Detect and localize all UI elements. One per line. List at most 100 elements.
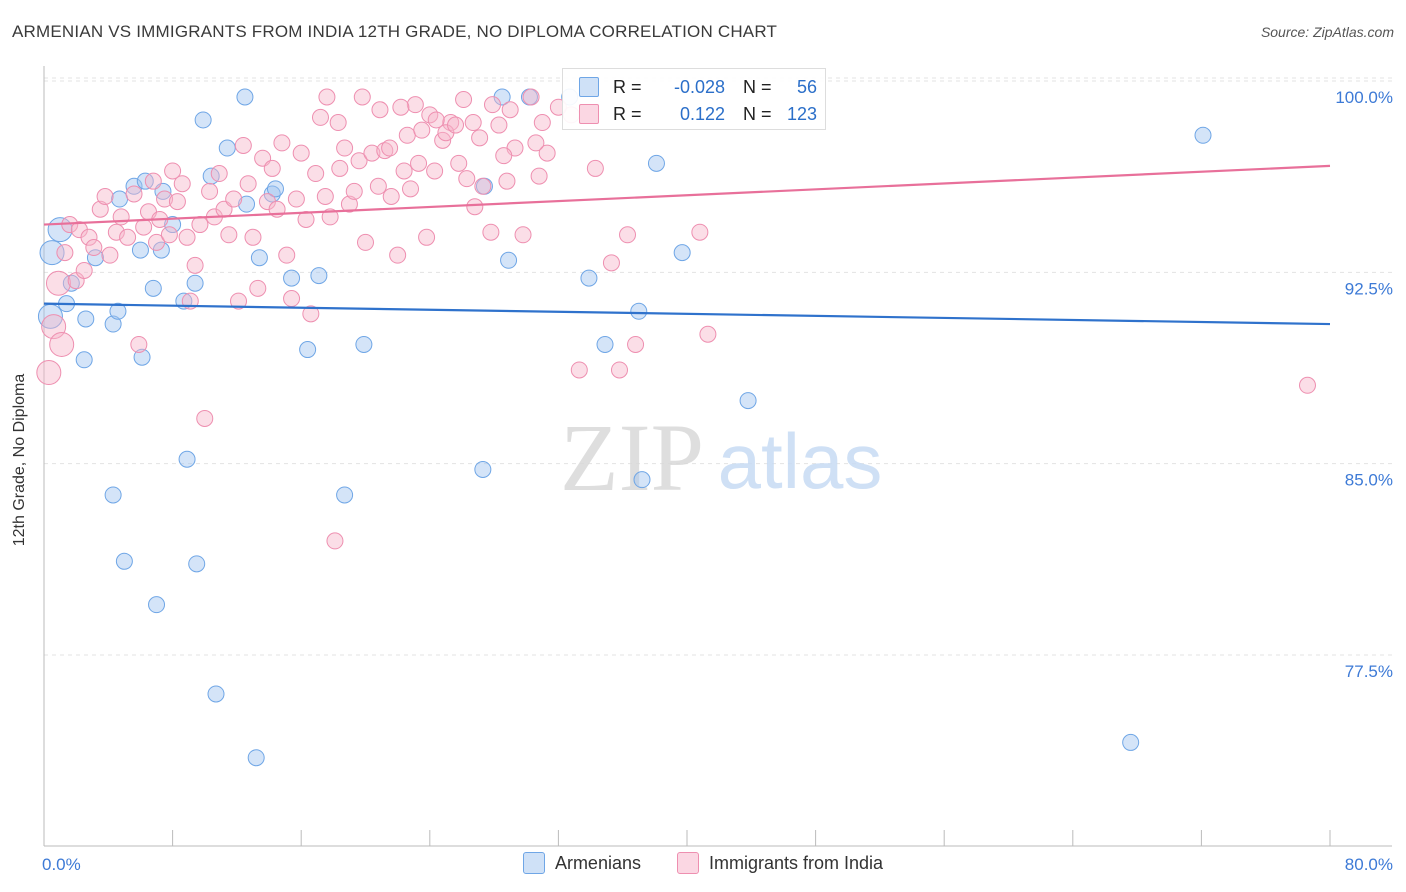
point-india (307, 165, 325, 183)
point-armenians (39, 240, 65, 266)
point-india (148, 233, 166, 251)
point-india (376, 142, 394, 160)
point-india (345, 182, 363, 200)
point-india (210, 165, 228, 183)
point-armenians (250, 249, 268, 267)
point-armenians (236, 88, 254, 106)
stats-n-label: N = (743, 76, 772, 97)
point-india (234, 136, 252, 154)
point-india (350, 152, 368, 170)
point-india (450, 154, 468, 172)
point-india (225, 190, 243, 208)
point-india (381, 139, 399, 157)
point-armenians (186, 274, 204, 292)
point-india (427, 111, 445, 129)
watermark-atlas: atlas (718, 417, 883, 505)
stats-n-value: 123 (786, 103, 817, 124)
point-india (533, 114, 551, 132)
point-armenians (109, 302, 127, 320)
point-india (160, 226, 178, 244)
point-india (297, 210, 315, 228)
point-armenians (647, 154, 665, 172)
point-india (186, 256, 204, 274)
stats-swatch-armenians (579, 77, 599, 97)
data-points (36, 88, 1316, 767)
point-india (413, 121, 431, 139)
point-india (283, 290, 301, 308)
point-india (1298, 376, 1316, 394)
point-india (112, 208, 130, 226)
point-armenians (247, 749, 265, 767)
point-india (458, 170, 476, 188)
point-india (627, 335, 645, 353)
legend-swatch-india (676, 852, 699, 874)
trend-lines (43, 164, 1331, 326)
point-india (239, 175, 257, 193)
point-armenians (355, 335, 373, 353)
y-axis-label: 12th Grade, No Diploma (11, 373, 28, 547)
point-armenians (131, 241, 149, 259)
point-india (36, 360, 62, 386)
point-india (474, 177, 492, 195)
point-india (311, 108, 329, 126)
stats-r-value: 0.122 (679, 103, 725, 124)
point-india (389, 246, 407, 264)
grid-lines (44, 77, 1392, 656)
point-india (514, 226, 532, 244)
point-india (321, 208, 339, 226)
point-india (406, 96, 424, 114)
point-india (168, 193, 186, 211)
stats-row-india: R = 0.122 N = 123 (579, 103, 817, 125)
point-india (135, 218, 153, 236)
point-india (156, 190, 174, 208)
point-armenians (474, 460, 492, 478)
point-india (522, 88, 540, 106)
point-india (602, 254, 620, 272)
legend-item-armenians[interactable]: Armenians (522, 852, 641, 874)
tick-labels: 100.0% 92.5% 85.0% 77.5% 0.0% 80.0% (42, 88, 1393, 874)
legend-label-armenians: Armenians (554, 852, 641, 873)
legend-swatch-armenians (522, 852, 545, 874)
point-armenians (178, 450, 196, 468)
point-armenians (238, 195, 256, 213)
stats-row-armenians: R = -0.028 N = 56 (579, 76, 817, 98)
point-armenians (1194, 126, 1212, 144)
point-armenians (115, 552, 133, 570)
legend-item-india[interactable]: Immigrants from India (676, 852, 884, 874)
point-india (125, 185, 143, 203)
point-india (398, 126, 416, 144)
point-india (570, 361, 588, 379)
point-india (101, 246, 119, 264)
point-india (371, 101, 389, 119)
point-armenians (633, 471, 651, 489)
point-india (302, 305, 320, 323)
point-india (56, 244, 74, 262)
stats-n-label: N = (743, 103, 772, 124)
point-armenians (144, 279, 162, 297)
point-armenians (1122, 733, 1140, 751)
point-india (244, 228, 262, 246)
point-india (178, 228, 196, 246)
y-tick-label: 77.5% (1345, 662, 1393, 681)
point-india (96, 187, 114, 205)
point-india (410, 154, 428, 172)
point-india (318, 88, 336, 106)
point-india (91, 200, 109, 218)
point-india (538, 144, 556, 162)
point-india (501, 101, 519, 119)
point-india (292, 144, 310, 162)
point-armenians (148, 596, 166, 614)
point-india (353, 88, 371, 106)
trend-line-india (43, 164, 1331, 226)
point-armenians (580, 269, 598, 287)
point-armenians (62, 274, 80, 292)
point-india (483, 96, 501, 114)
point-india (619, 226, 637, 244)
point-india (278, 246, 296, 264)
point-armenians (630, 302, 648, 320)
point-armenians (164, 216, 182, 234)
stats-n-value: 56 (796, 76, 817, 97)
point-india (442, 114, 460, 132)
legend-label-india: Immigrants from India (708, 852, 884, 873)
trend-line-armenians (43, 302, 1331, 326)
